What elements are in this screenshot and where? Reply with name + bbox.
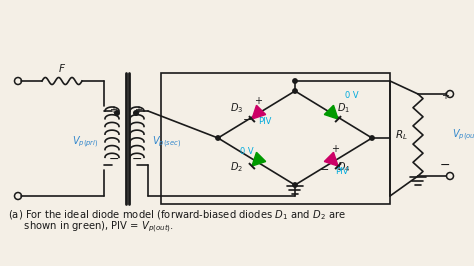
Text: $V_{p(pri)}$: $V_{p(pri)}$ [73,134,99,150]
Circle shape [293,79,297,83]
Text: PIV: PIV [336,167,349,176]
Text: +: + [109,105,117,115]
Polygon shape [324,152,338,166]
Text: $F$: $F$ [58,62,66,74]
Text: −: − [243,115,253,126]
Text: −: − [131,153,142,166]
Text: +: + [441,91,449,101]
Text: $D_3$: $D_3$ [230,102,244,115]
Circle shape [293,183,297,187]
Circle shape [293,89,297,93]
Text: −: − [440,159,450,172]
Polygon shape [324,105,338,119]
Text: −: − [109,153,119,166]
Text: 0 V: 0 V [346,92,359,101]
Text: +: + [331,144,339,155]
Text: 0 V: 0 V [240,147,254,156]
Circle shape [115,111,119,115]
Circle shape [370,136,374,140]
Text: $V_{p(sec)}$: $V_{p(sec)}$ [152,134,181,150]
Text: +: + [255,95,263,106]
Circle shape [216,136,220,140]
Text: $V_{p(out)}$: $V_{p(out)}$ [452,127,474,143]
Bar [161,73,390,204]
Text: $R_L$: $R_L$ [395,128,408,142]
Text: $D_2$: $D_2$ [230,161,244,174]
Text: $D_1$: $D_1$ [337,102,351,115]
Text: shown in green), PIV = $V_{p(out)}$.: shown in green), PIV = $V_{p(out)}$. [8,220,174,235]
Text: $D_4$: $D_4$ [337,161,351,174]
Text: +: + [134,105,142,115]
Polygon shape [252,105,266,119]
Text: PIV: PIV [258,117,272,126]
Text: (a) For the ideal diode model (forward-biased diodes $D_1$ and $D_2$ are: (a) For the ideal diode model (forward-b… [8,208,346,222]
Circle shape [134,111,138,115]
Polygon shape [252,152,266,166]
Text: −: − [320,165,329,176]
